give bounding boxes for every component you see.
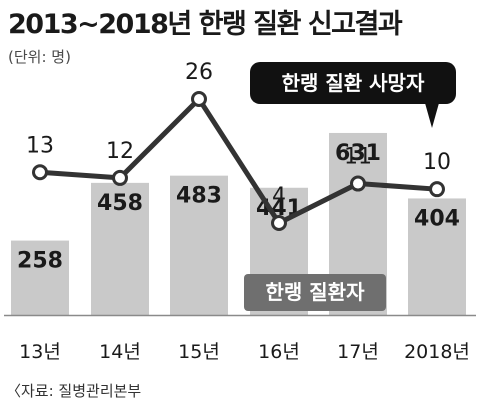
legend-deaths-box xyxy=(250,62,456,104)
deaths-value-label: 13 xyxy=(26,133,54,158)
bar-0 xyxy=(11,240,69,315)
bar-value-label: 404 xyxy=(414,206,460,231)
bar-value-label: 483 xyxy=(176,184,222,209)
legend-patients-label: 한랭 질환자 xyxy=(266,280,366,304)
deaths-point xyxy=(271,215,287,231)
deaths-point xyxy=(191,91,207,107)
legend-deaths-label: 한랭 질환 사망자 xyxy=(282,71,425,95)
deaths-point xyxy=(32,164,48,181)
deaths-value-label: 4 xyxy=(272,184,286,209)
deaths-line xyxy=(37,96,440,226)
legend-deaths-pointer xyxy=(425,103,439,128)
x-tick-label: 13년 xyxy=(19,341,61,363)
bar-value-label: 631 xyxy=(335,141,381,166)
line-series-layer: 13 12 26 4 11 10 xyxy=(26,60,451,231)
source-label: 〈자료: 질병관리본부 xyxy=(6,382,142,400)
deaths-value-label: 11 xyxy=(344,145,372,170)
legend-patients-box xyxy=(244,274,386,311)
deaths-value-label: 26 xyxy=(185,60,213,85)
deaths-point xyxy=(112,169,128,186)
deaths-point xyxy=(429,181,445,198)
x-tick-label: 2018년 xyxy=(404,341,470,363)
deaths-value-label: 12 xyxy=(106,139,134,164)
x-tick-label: 15년 xyxy=(178,341,220,363)
x-axis: 13년 14년 15년 16년 17년 2018년 xyxy=(4,314,476,363)
chart-title: 2013~2018년 한랭 질환 신고결과 xyxy=(8,9,403,40)
x-tick-label: 16년 xyxy=(258,341,300,363)
bar-value-label: 258 xyxy=(17,249,63,274)
x-tick-label: 17년 xyxy=(337,341,379,363)
bar-value-label: 458 xyxy=(97,191,143,216)
bar-5 xyxy=(408,198,466,315)
bar-2 xyxy=(170,175,228,315)
bar-1 xyxy=(91,182,149,315)
deaths-point xyxy=(350,175,366,192)
deaths-value-label: 10 xyxy=(423,150,451,175)
unit-label: (단위: 명) xyxy=(8,48,71,66)
x-tick-label: 14년 xyxy=(99,341,141,363)
